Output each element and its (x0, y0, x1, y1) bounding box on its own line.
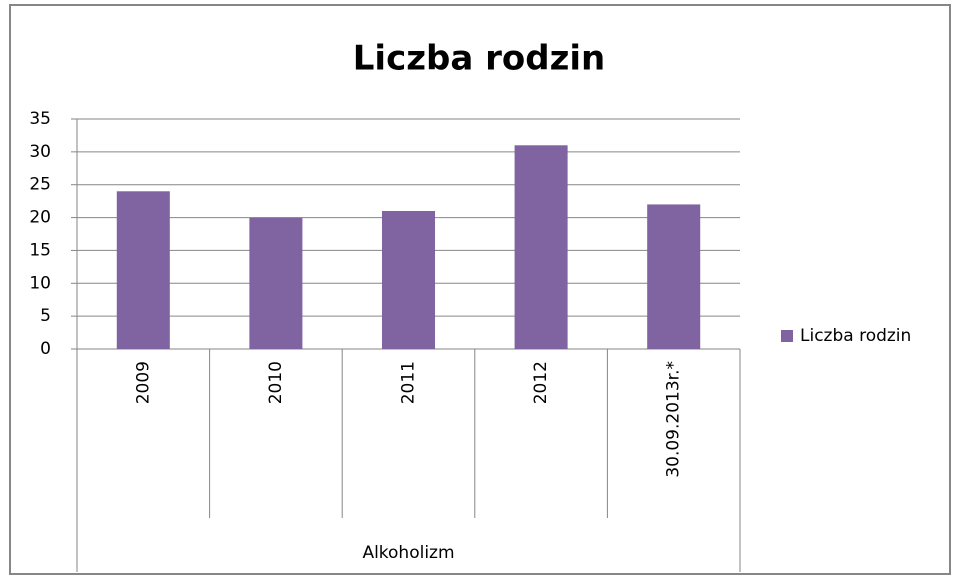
y-tick-label: 15 (29, 240, 51, 260)
bar (647, 204, 701, 349)
bar (381, 211, 436, 349)
chart-title: Liczba rodzin (353, 39, 606, 79)
x-tick-label: 30.09.2013r.* (664, 361, 684, 478)
legend-label: Liczba rodzin (800, 326, 911, 346)
bar (116, 191, 170, 349)
y-tick-label: 5 (40, 306, 51, 326)
bar (249, 217, 303, 349)
x-tick-label: 2012 (531, 361, 551, 404)
x-tick-label: 2011 (399, 361, 419, 404)
y-tick-label: 20 (29, 208, 51, 228)
legend-swatch (781, 330, 793, 342)
bar (514, 145, 568, 349)
y-tick-label: 30 (29, 142, 51, 162)
y-tick-label: 35 (29, 109, 51, 129)
x-tick-label: 2010 (266, 361, 286, 404)
x-tick-label: 2009 (133, 361, 153, 404)
y-tick-label: 25 (29, 175, 51, 195)
y-tick-label: 10 (29, 273, 51, 293)
group-label: Alkoholizm (362, 543, 454, 563)
y-tick-label: 0 (40, 339, 51, 359)
